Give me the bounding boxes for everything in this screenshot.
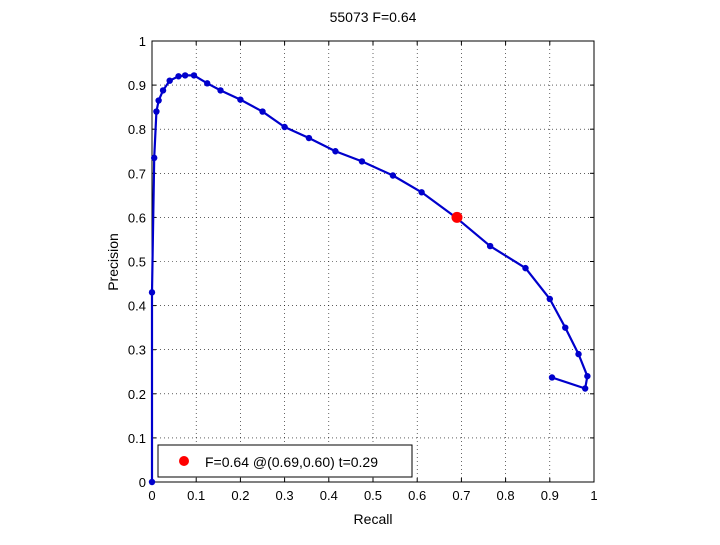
y-tick-labels: 0 0.1 0.2 0.3 0.4 0.5 0.6 0.7 0.8 0.9 1 xyxy=(128,34,146,490)
y-tick-label: 0.7 xyxy=(128,166,146,181)
legend: F=0.64 @(0.69,0.60) t=0.29 xyxy=(157,444,413,478)
x-tick-label: 0.8 xyxy=(497,488,515,503)
x-tick-label: 0.5 xyxy=(364,488,382,503)
x-tick-label: 0.6 xyxy=(408,488,426,503)
pr-curve-point xyxy=(153,108,160,115)
pr-curve-point xyxy=(237,96,244,103)
pr-curve-point xyxy=(217,87,224,94)
pr-curve-point xyxy=(562,324,569,331)
chart-title: 55073 F=0.64 xyxy=(330,9,417,25)
pr-curve-point xyxy=(190,72,198,79)
pr-curve-point xyxy=(148,289,156,296)
pr-curve-point xyxy=(166,77,173,84)
pr-curve-point xyxy=(486,242,494,250)
pr-curve-line xyxy=(150,74,589,482)
x-tick-label: 0 xyxy=(148,488,155,503)
y-tick-label: 0.2 xyxy=(128,387,146,402)
pr-curve-point xyxy=(281,123,288,131)
x-tick-label: 0.7 xyxy=(452,488,470,503)
x-tick-labels: 0 0.1 0.2 0.3 0.4 0.5 0.6 0.7 0.8 0.9 1 xyxy=(148,488,597,503)
y-tick-label: 0.1 xyxy=(128,431,146,446)
pr-curve-point xyxy=(546,295,553,303)
best-f-point xyxy=(451,211,463,223)
pr-curve-point xyxy=(418,189,425,196)
x-tick-label: 1 xyxy=(590,488,597,503)
legend-label: F=0.64 @(0.69,0.60) t=0.29 xyxy=(205,454,378,470)
y-tick-label: 0.8 xyxy=(128,122,146,137)
y-tick-label: 0.5 xyxy=(128,255,146,270)
x-tick-label: 0.2 xyxy=(231,488,249,503)
legend-box xyxy=(157,444,413,478)
x-axis-label: Recall xyxy=(354,511,393,527)
pr-curve-point xyxy=(204,80,211,87)
x-tick-label: 0.9 xyxy=(541,488,559,503)
pr-curve-point xyxy=(358,158,366,165)
x-tick-label: 0.1 xyxy=(187,488,205,503)
pr-curve-point xyxy=(151,154,158,162)
x-tick-label: 0.3 xyxy=(276,488,294,503)
x-tick-label: 0.4 xyxy=(320,488,338,503)
pr-curve-point xyxy=(575,350,582,358)
series-layer xyxy=(148,72,591,486)
pr-curve-point xyxy=(332,148,339,155)
pr-curve-point xyxy=(175,73,182,80)
y-tick-label: 0.9 xyxy=(128,78,146,93)
pr-curve-point xyxy=(148,478,156,486)
pr-curve-point xyxy=(584,372,591,380)
grid xyxy=(152,41,594,482)
pr-curve-point xyxy=(548,374,556,381)
y-tick-label: 0.4 xyxy=(128,299,146,314)
pr-curve-point xyxy=(389,172,397,179)
pr-curve-point xyxy=(581,385,589,392)
pr-curve-point xyxy=(155,97,162,104)
legend-marker xyxy=(179,456,189,466)
y-tick-label: 0.6 xyxy=(128,210,146,225)
pr-curve-point xyxy=(522,264,529,272)
pr-curve-point xyxy=(305,134,313,142)
pr-curve-point xyxy=(181,72,189,79)
y-tick-label: 1 xyxy=(139,34,146,49)
y-tick-label: 0 xyxy=(139,475,146,490)
y-axis-label: Precision xyxy=(105,233,121,291)
y-tick-label: 0.3 xyxy=(128,343,146,358)
pr-curve-point xyxy=(259,108,266,115)
pr-curve-point xyxy=(159,87,167,94)
